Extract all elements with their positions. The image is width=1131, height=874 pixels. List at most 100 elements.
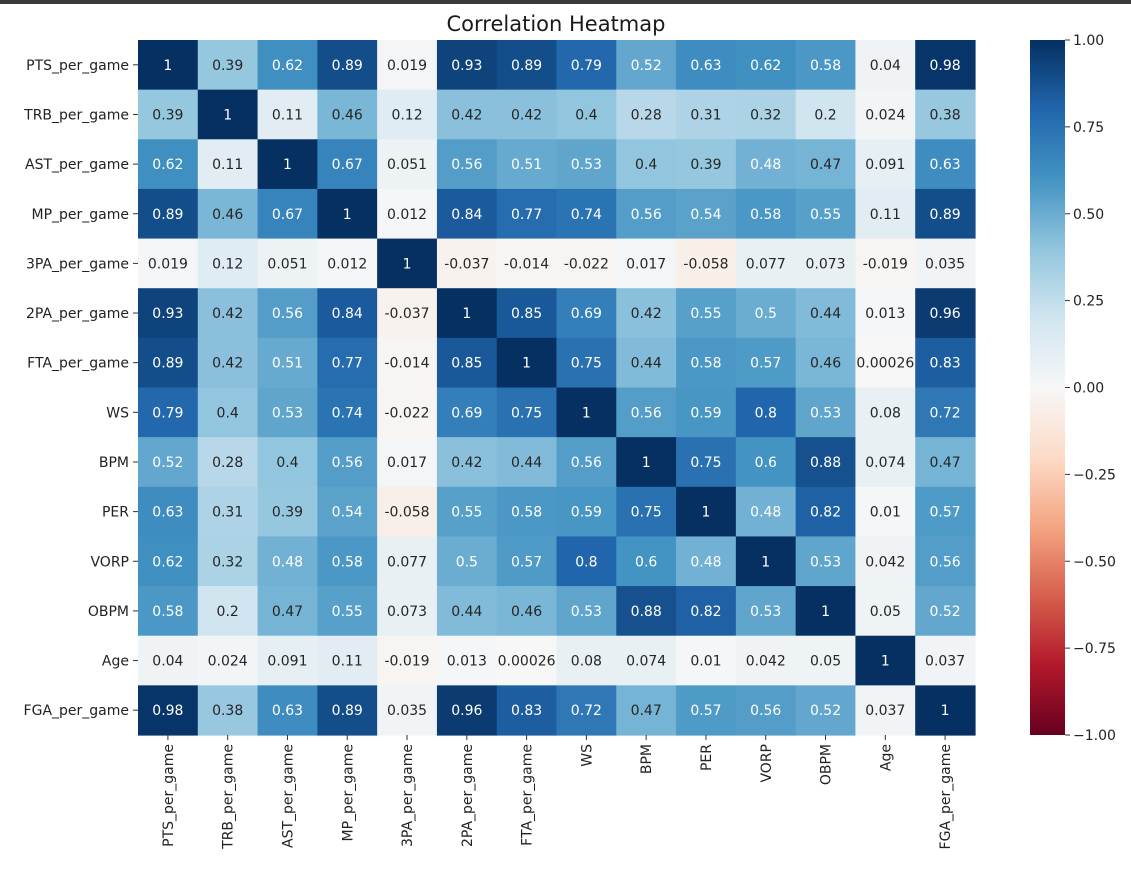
cell-value-label: 0.82 (690, 604, 721, 620)
heatmap-cell (257, 288, 318, 339)
x-tick-label: BPM (639, 744, 655, 774)
cell-value-label: 1 (582, 405, 591, 421)
heatmap-cell (616, 387, 677, 438)
heatmap-cell (676, 586, 737, 637)
cell-value-label: 0.93 (152, 306, 183, 322)
cell-value-label: 0.012 (387, 207, 427, 223)
cell-value-label: 0.037 (925, 654, 965, 670)
cell-value-label: 0.42 (451, 455, 482, 471)
cell-value-label: 0.75 (690, 455, 721, 471)
cell-value-label: 0.47 (930, 455, 961, 471)
heatmap-cell (915, 337, 976, 389)
heatmap-cell (556, 337, 617, 389)
heatmap-cell (735, 387, 797, 438)
heatmap-cell (317, 40, 378, 91)
cell-value-label: 0.42 (212, 306, 243, 322)
heatmap-cell (676, 288, 737, 339)
cell-value-label: 0.42 (511, 107, 542, 123)
heatmap-cell (616, 139, 677, 190)
cell-value-label: 0.00026 (856, 356, 914, 372)
cell-value-label: 0.77 (332, 356, 363, 372)
heatmap-cell (317, 486, 378, 538)
heatmap-cell (795, 89, 857, 140)
cell-value-label: 0.89 (332, 58, 363, 74)
heatmap-cell (377, 685, 438, 736)
cell-value-label: 0.48 (750, 505, 781, 521)
heatmap-cell (496, 685, 558, 736)
cell-value-label: -0.022 (384, 405, 429, 421)
heatmap-cell (138, 337, 199, 389)
cell-value-label: 0.4 (276, 455, 298, 471)
cell-value-label: 0.51 (272, 356, 303, 372)
heatmap-cell (138, 288, 199, 339)
heatmap-cell (795, 437, 857, 488)
cell-value-label: 0.58 (511, 505, 542, 521)
cell-value-label: 0.56 (571, 455, 602, 471)
heatmap-cell (436, 486, 498, 538)
cell-value-label: 0.47 (272, 604, 303, 620)
x-tick-label: WS (579, 744, 595, 767)
heatmap-cell (257, 40, 318, 91)
cell-value-label: 0.017 (626, 256, 666, 272)
heatmap-cell (377, 486, 438, 538)
heatmap-cell (915, 40, 976, 91)
y-tick-label: VORP (90, 554, 129, 570)
heatmap-cell (436, 288, 498, 339)
y-tick-label: OBPM (88, 604, 129, 620)
x-tick-label: 3PA_per_game (400, 744, 416, 847)
cell-value-label: 0.85 (451, 356, 482, 372)
heatmap-cell (915, 387, 976, 438)
cell-value-label: 0.56 (451, 157, 482, 173)
cell-value-label: 0.52 (152, 455, 183, 471)
colorbar-tick-label: 0.75 (1073, 120, 1104, 136)
cell-value-label: -0.019 (863, 256, 908, 272)
cell-value-label: 0.091 (865, 157, 905, 173)
heatmap-cell (197, 89, 259, 140)
heatmap-cell (556, 288, 617, 339)
cell-value-label: 0.47 (631, 703, 662, 719)
cell-value-label: -0.058 (683, 256, 728, 272)
cell-value-label: 0.56 (332, 455, 363, 471)
cell-value-label: 0.6 (755, 455, 777, 471)
cell-value-label: 0.58 (152, 604, 183, 620)
heatmap-cell (197, 635, 259, 686)
heatmap-cell (556, 536, 617, 587)
cell-value-label: 0.39 (212, 58, 243, 74)
heatmap-cell (915, 238, 976, 289)
cell-value-label: 0.037 (865, 703, 905, 719)
cell-value-label: 0.32 (750, 107, 781, 123)
cell-value-label: 0.58 (690, 356, 721, 372)
cell-value-label: 0.62 (152, 157, 183, 173)
heatmap-cell (257, 337, 318, 389)
cell-value-label: 0.32 (212, 554, 243, 570)
heatmap-cell (197, 337, 259, 389)
heatmap-cell (556, 89, 617, 140)
cell-value-label: 0.5 (755, 306, 777, 322)
heatmap-cell (317, 139, 378, 190)
heatmap-cell (556, 238, 617, 289)
cell-value-label: 0.39 (690, 157, 721, 173)
cell-value-label: 0.38 (930, 107, 961, 123)
cell-value-label: 0.2 (814, 107, 836, 123)
heatmap-cell (915, 486, 976, 538)
heatmap-annotations: 1 0.39 0.62 0.89 0.019 0.93 0.89 0.79 0.52 0.63 0.… (148, 58, 965, 719)
heatmap-cell (436, 635, 498, 686)
heatmap-cell (616, 40, 677, 91)
heatmap-cell (197, 40, 259, 91)
cell-value-label: 0.46 (332, 107, 363, 123)
heatmap-cell (377, 40, 438, 91)
y-tick-label: WS (106, 405, 129, 421)
heatmap-cell (676, 238, 737, 289)
cell-value-label: 0.88 (631, 604, 662, 620)
heatmap-cell (735, 40, 797, 91)
cell-value-label: 0.58 (810, 58, 841, 74)
window-top-border (0, 0, 1131, 4)
y-tick-label: Age (102, 654, 129, 670)
cell-value-label: 0.63 (272, 703, 303, 719)
x-tick-label: 2PA_per_game (460, 744, 476, 847)
colorbar-tick-label: −0.50 (1073, 554, 1116, 570)
cell-value-label: 0.077 (746, 256, 786, 272)
cell-value-label: 0.42 (212, 356, 243, 372)
cell-value-label: 0.56 (631, 207, 662, 223)
heatmap-cell (317, 89, 378, 140)
